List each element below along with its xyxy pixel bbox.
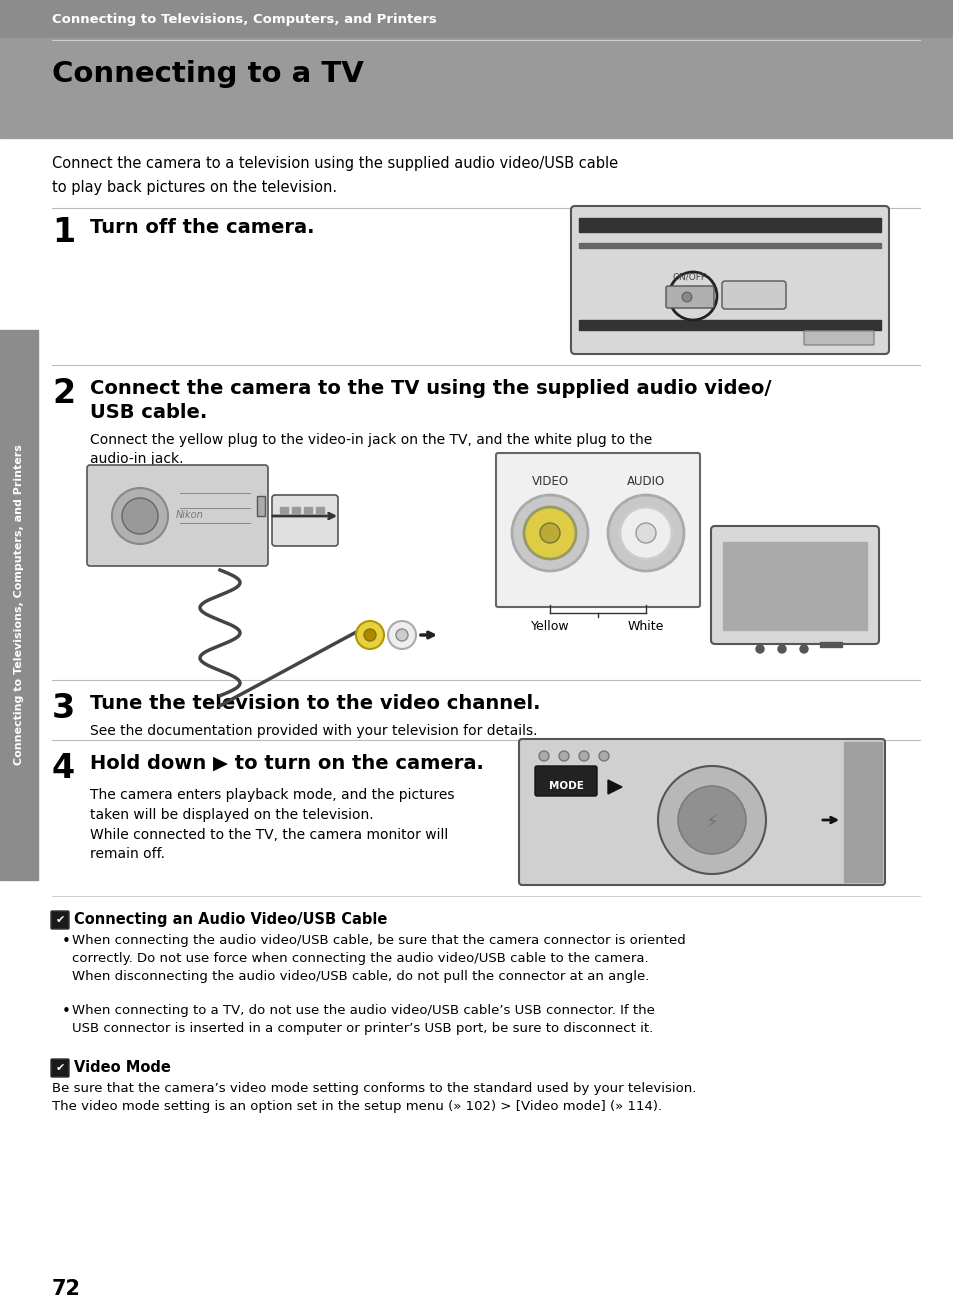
Text: to play back pictures on the television.: to play back pictures on the television. [52, 180, 336, 194]
FancyBboxPatch shape [710, 526, 878, 644]
FancyBboxPatch shape [272, 495, 337, 547]
Bar [0, 330, 38, 880]
Bar [0, 138, 953, 1314]
Circle shape [558, 752, 568, 761]
Text: Nikon: Nikon [176, 510, 204, 520]
FancyBboxPatch shape [518, 738, 884, 886]
Text: ON/OFF: ON/OFF [672, 272, 706, 281]
Bar [0, 0, 953, 38]
Text: White: White [627, 620, 663, 633]
Text: Connecting to Televisions, Computers, and Printers: Connecting to Televisions, Computers, an… [52, 13, 436, 25]
Text: See the documentation provided with your television for details.: See the documentation provided with your… [90, 724, 537, 738]
Circle shape [578, 752, 588, 761]
Text: Tune the television to the video channel.: Tune the television to the video channel… [90, 694, 540, 714]
Text: VIDEO: VIDEO [531, 474, 568, 487]
Text: MODE: MODE [548, 781, 583, 791]
Circle shape [388, 622, 416, 649]
FancyBboxPatch shape [87, 465, 268, 566]
FancyBboxPatch shape [51, 911, 69, 929]
Circle shape [800, 645, 807, 653]
Circle shape [598, 752, 608, 761]
Bar [315, 507, 324, 512]
Text: ⚡: ⚡ [705, 813, 718, 832]
Bar [722, 541, 866, 629]
Text: Connecting an Audio Video/USB Cable: Connecting an Audio Video/USB Cable [74, 912, 387, 926]
Text: •: • [62, 1004, 71, 1018]
Text: When connecting to a TV, do not use the audio video/USB cable’s USB connector. I: When connecting to a TV, do not use the … [71, 1004, 654, 1035]
Circle shape [122, 498, 158, 533]
Text: The camera enters playback mode, and the pictures
taken will be displayed on the: The camera enters playback mode, and the… [90, 788, 454, 821]
Circle shape [512, 495, 587, 572]
Text: USB cable.: USB cable. [90, 403, 207, 422]
Text: 4: 4 [52, 752, 75, 784]
Circle shape [658, 766, 765, 874]
Bar [292, 507, 299, 512]
Circle shape [364, 629, 375, 641]
Polygon shape [607, 781, 621, 794]
FancyBboxPatch shape [721, 281, 785, 309]
Text: Connect the camera to the TV using the supplied audio video/: Connect the camera to the TV using the s… [90, 378, 771, 398]
Text: Connecting to a TV: Connecting to a TV [52, 60, 363, 88]
Bar [0, 38, 953, 138]
Text: Connect the camera to a television using the supplied audio video/USB cable: Connect the camera to a television using… [52, 156, 618, 171]
FancyBboxPatch shape [571, 206, 888, 353]
Circle shape [355, 622, 384, 649]
Bar [304, 507, 312, 512]
FancyBboxPatch shape [256, 495, 265, 516]
Circle shape [607, 495, 683, 572]
FancyBboxPatch shape [51, 1059, 69, 1077]
Text: When connecting the audio video/USB cable, be sure that the camera connector is : When connecting the audio video/USB cabl… [71, 934, 685, 983]
FancyBboxPatch shape [665, 286, 713, 307]
Circle shape [636, 523, 656, 543]
Circle shape [395, 629, 408, 641]
Circle shape [112, 487, 168, 544]
Bar [843, 742, 882, 882]
Bar [820, 643, 841, 646]
Text: ✔: ✔ [55, 1063, 65, 1074]
Text: Connect the yellow plug to the video-in jack on the TV, and the white plug to th: Connect the yellow plug to the video-in … [90, 434, 652, 466]
Text: 3: 3 [52, 692, 75, 725]
FancyBboxPatch shape [803, 331, 873, 346]
Circle shape [538, 752, 548, 761]
Text: •: • [62, 934, 71, 949]
Text: ✔: ✔ [55, 915, 65, 925]
FancyBboxPatch shape [496, 453, 700, 607]
Text: 72: 72 [52, 1279, 81, 1300]
Text: Turn off the camera.: Turn off the camera. [90, 218, 314, 237]
Bar [280, 507, 288, 512]
Text: 1: 1 [52, 215, 75, 248]
Text: Video Mode: Video Mode [74, 1060, 171, 1075]
Text: Connecting to Televisions, Computers, and Printers: Connecting to Televisions, Computers, an… [14, 444, 24, 766]
Circle shape [755, 645, 763, 653]
Bar [578, 243, 880, 248]
Bar [578, 218, 880, 233]
FancyBboxPatch shape [535, 766, 597, 796]
Circle shape [523, 507, 576, 558]
Circle shape [778, 645, 785, 653]
Circle shape [539, 523, 559, 543]
Circle shape [619, 507, 671, 558]
Bar [578, 321, 880, 330]
Circle shape [678, 786, 745, 854]
Text: Hold down ▶ to turn on the camera.: Hold down ▶ to turn on the camera. [90, 754, 483, 773]
Text: Be sure that the camera’s video mode setting conforms to the standard used by yo: Be sure that the camera’s video mode set… [52, 1081, 696, 1113]
Text: Yellow: Yellow [530, 620, 569, 633]
Text: While connected to the TV, the camera monitor will
remain off.: While connected to the TV, the camera mo… [90, 828, 448, 862]
Text: 2: 2 [52, 377, 75, 410]
Text: AUDIO: AUDIO [626, 474, 664, 487]
Circle shape [681, 292, 691, 302]
